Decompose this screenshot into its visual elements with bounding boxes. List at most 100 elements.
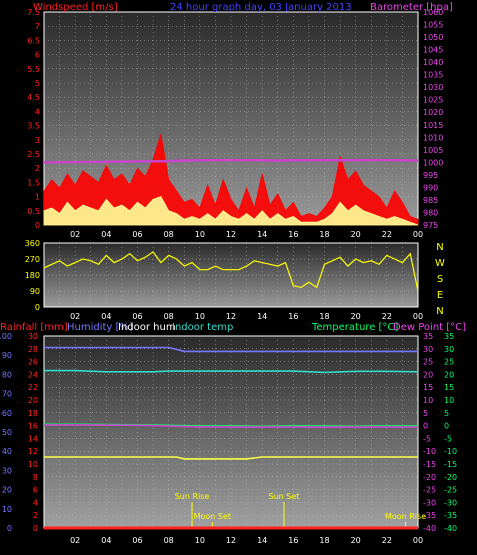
dewpoint-tick-label: -30 bbox=[423, 498, 436, 507]
right-tick-label: 975 bbox=[423, 221, 438, 230]
panel3-grid bbox=[44, 336, 418, 528]
dewpoint-tick-label: 30 bbox=[423, 345, 433, 354]
right-tick-label: 1055 bbox=[423, 21, 443, 30]
x-tick-label: 18 bbox=[319, 536, 329, 545]
panel1-right-ticks: 975 980 985 990 995 1000 1005 1010 1015 1020 1025 1… bbox=[423, 8, 443, 230]
x-tick-label: 16 bbox=[288, 312, 298, 321]
dew-point-series bbox=[43, 423, 419, 428]
x-tick-label: 00 bbox=[413, 536, 423, 545]
panel1-left-axis-label: Windspeed [m/s] bbox=[33, 2, 118, 13]
temperature-tick-label: 5 bbox=[444, 409, 449, 418]
left-tick-label: 3 bbox=[35, 136, 40, 145]
x-tick-label: 14 bbox=[257, 312, 267, 321]
panel1-x-ticks: 02 04 06 08 10 12 14 16 18 20 22 00 bbox=[70, 230, 423, 239]
humidity-tick-label: 60 bbox=[2, 409, 12, 418]
humidity-tick-label: 90 bbox=[2, 351, 12, 360]
panel1-right-axis-label: Barometer [hpa] bbox=[370, 2, 453, 13]
rainfall-tick-label: 10 bbox=[28, 460, 38, 469]
direction-tick-label: 90 bbox=[30, 287, 40, 296]
x-tick-label: 04 bbox=[101, 230, 111, 239]
x-tick-label: 04 bbox=[101, 536, 111, 545]
left-tick-label: 0.5 bbox=[27, 207, 40, 216]
panel2-series bbox=[43, 251, 419, 292]
x-tick-label: 22 bbox=[382, 536, 392, 545]
temperature-tick-label: -20 bbox=[444, 473, 457, 482]
compass-label: N bbox=[436, 306, 443, 317]
direction-tick-label: 270 bbox=[25, 255, 40, 264]
dewpoint-tick-label: 35 bbox=[423, 332, 433, 341]
dewpoint-tick-label: -25 bbox=[423, 486, 436, 495]
legend-temperature: Temperature [°C] bbox=[311, 322, 398, 333]
right-tick-label: 1010 bbox=[423, 133, 443, 142]
direction-tick-label: 360 bbox=[25, 239, 40, 248]
rainfall-tick-label: 8 bbox=[33, 473, 38, 482]
x-tick-label: 14 bbox=[257, 230, 267, 239]
x-tick-label: 18 bbox=[319, 230, 329, 239]
temperature-tick-label: 20 bbox=[444, 370, 454, 379]
x-tick-label: 20 bbox=[351, 230, 361, 239]
humidity-tick-label: 100 bbox=[0, 332, 12, 341]
x-tick-label: 12 bbox=[226, 536, 236, 545]
temperature-tick-label: -30 bbox=[444, 498, 457, 507]
right-tick-label: 995 bbox=[423, 171, 438, 180]
panel1-title: 24 hour graph day, 03 January 2013 bbox=[170, 2, 352, 13]
x-tick-label: 04 bbox=[101, 312, 111, 321]
wind-direction-series bbox=[43, 251, 419, 292]
rainfall-tick-label: 24 bbox=[28, 370, 38, 379]
rainfall-tick-label: 28 bbox=[28, 345, 38, 354]
temperature-tick-label: 15 bbox=[444, 383, 454, 392]
humidity-tick-label: 50 bbox=[2, 428, 12, 437]
right-tick-label: 1005 bbox=[423, 146, 443, 155]
dewpoint-tick-label: 15 bbox=[423, 383, 433, 392]
right-tick-label: 1050 bbox=[423, 33, 443, 42]
x-tick-label: 20 bbox=[351, 312, 361, 321]
dewpoint-tick-label: -20 bbox=[423, 473, 436, 482]
legend-rainfall: Rainfall [mm] bbox=[0, 322, 68, 333]
compass-label: E bbox=[437, 290, 443, 301]
x-tick-label: 08 bbox=[164, 312, 174, 321]
temperature-tick-label: -10 bbox=[444, 447, 457, 456]
x-tick-label: 02 bbox=[70, 312, 80, 321]
x-tick-label: 16 bbox=[288, 536, 298, 545]
x-tick-label: 00 bbox=[413, 312, 423, 321]
humidity-tick-label: 0 bbox=[7, 524, 12, 533]
legend-dew-point: Dew Point [°C] bbox=[393, 322, 466, 333]
legend-humidity: Humidity [%] bbox=[67, 322, 133, 333]
left-tick-label: 1 bbox=[35, 193, 40, 202]
humidity-tick-label: 30 bbox=[2, 466, 12, 475]
panel2-grid bbox=[44, 243, 418, 307]
rainfall-tick-label: 0 bbox=[33, 524, 38, 533]
panel1-left-ticks: 0 0.5 1 1.5 2 2.5 3 3.5 4 4.5 5 5.5 6 6.5 7 7.5 bbox=[27, 8, 40, 230]
rainfall-tick-label: 14 bbox=[28, 434, 38, 443]
right-tick-label: 1045 bbox=[423, 46, 443, 55]
x-tick-label: 06 bbox=[132, 312, 142, 321]
x-tick-label: 06 bbox=[132, 536, 142, 545]
dewpoint-tick-label: 25 bbox=[423, 358, 433, 367]
rainfall-tick-label: 22 bbox=[28, 383, 38, 392]
rainfall-tick-label: 18 bbox=[28, 409, 38, 418]
temperature-tick-label: -15 bbox=[444, 460, 457, 469]
right-tick-label: 1000 bbox=[423, 158, 443, 167]
rainfall-tick-label: 6 bbox=[33, 486, 38, 495]
rainfall-tick-label: 30 bbox=[28, 332, 38, 341]
dewpoint-tick-label: -10 bbox=[423, 447, 436, 456]
right-tick-label: 1030 bbox=[423, 83, 443, 92]
dewpoint-tick-label: -15 bbox=[423, 460, 436, 469]
rainfall-tick-label: 26 bbox=[28, 358, 38, 367]
x-tick-label: 20 bbox=[351, 536, 361, 545]
panel2-left-ticks: 0 90 180 270 360 bbox=[25, 239, 40, 312]
temperature-tick-label: 25 bbox=[444, 358, 454, 367]
right-tick-label: 1035 bbox=[423, 71, 443, 80]
x-tick-label: 22 bbox=[382, 230, 392, 239]
dewpoint-tick-label: 0 bbox=[423, 422, 428, 431]
left-tick-label: 5 bbox=[35, 79, 40, 88]
humidity-series bbox=[44, 346, 418, 353]
panel3-series bbox=[43, 346, 419, 530]
x-tick-label: 12 bbox=[226, 230, 236, 239]
rainfall-tick-label: 2 bbox=[33, 511, 38, 520]
dewpoint-tick-label: -40 bbox=[423, 524, 436, 533]
dewpoint-tick-label: 5 bbox=[423, 409, 428, 418]
legend-indoor-hum: Indoor hum bbox=[118, 322, 176, 333]
x-tick-label: 14 bbox=[257, 536, 267, 545]
